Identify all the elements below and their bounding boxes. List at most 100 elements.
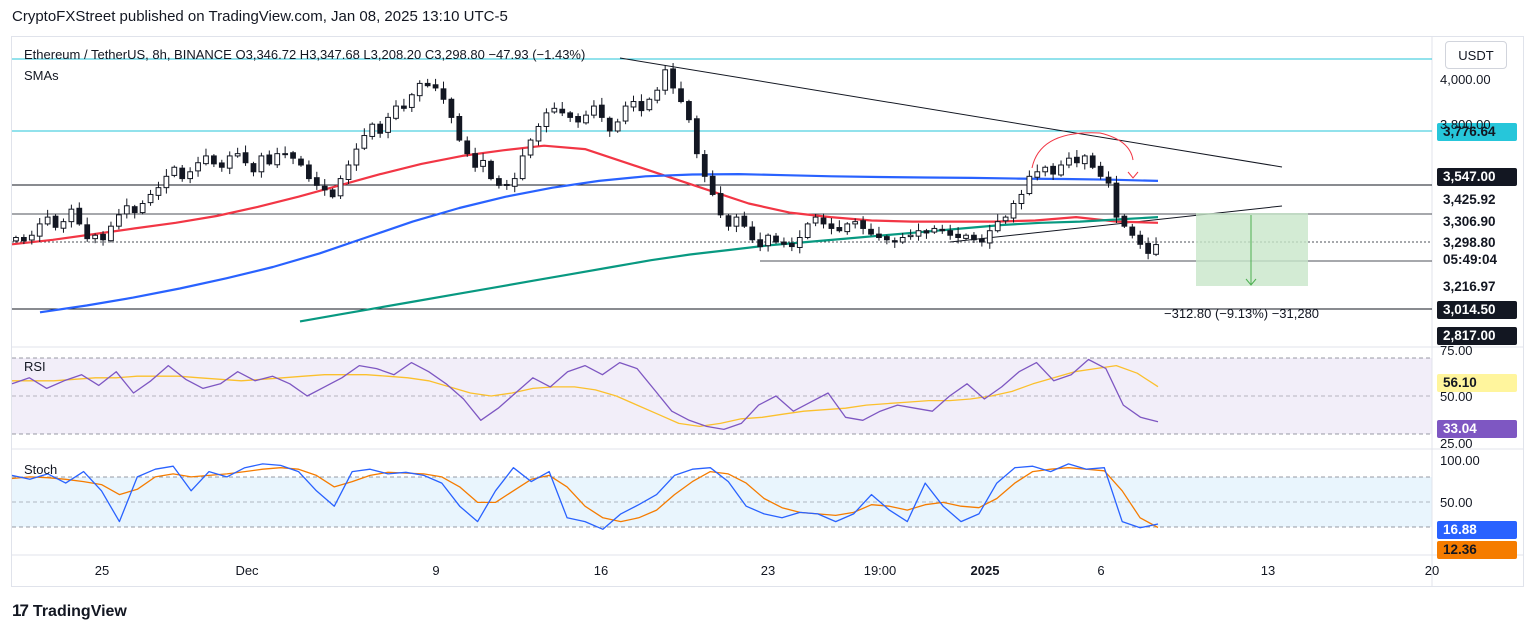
- candle: [155, 187, 162, 196]
- time-tick-label: 9: [432, 563, 440, 578]
- candle: [654, 89, 661, 101]
- symbol-ohlc-line: Ethereum / TetherUS, 8h, BINANCE O3,346.…: [24, 47, 585, 62]
- candle: [36, 223, 43, 237]
- candle: [306, 164, 312, 180]
- candle: [1002, 216, 1009, 222]
- trendline: [619, 57, 1283, 168]
- ohlc-values: O3,346.72 H3,347.68 L3,208.20 C3,298.80 …: [235, 47, 586, 62]
- candle: [1089, 155, 1096, 168]
- symbol-name[interactable]: Ethereum / TetherUS, 8h, BINANCE: [24, 47, 232, 62]
- candle: [131, 206, 138, 214]
- publisher-caption: CryptoFXStreet published on TradingView.…: [12, 8, 508, 25]
- candle: [971, 234, 977, 241]
- axis-tick-label: 3,800.00: [1440, 117, 1491, 132]
- candle: [1058, 164, 1064, 176]
- candle: [496, 178, 502, 186]
- candle: [337, 178, 344, 197]
- candle: [575, 115, 581, 123]
- price-label: 33.04: [1437, 420, 1517, 438]
- sma-indicator-label[interactable]: SMAs: [24, 68, 59, 83]
- candle: [211, 155, 217, 165]
- candle: [353, 148, 360, 166]
- time-tick-label: Dec: [235, 563, 259, 578]
- candle: [472, 153, 479, 168]
- candle: [583, 114, 589, 124]
- candle: [757, 239, 764, 248]
- candle: [361, 135, 368, 149]
- candle: [1066, 157, 1072, 166]
- stoch-k-line: [11, 463, 1159, 530]
- candle: [179, 167, 186, 180]
- candle: [147, 193, 154, 204]
- highlight-curve: [1031, 132, 1134, 169]
- candle: [1105, 176, 1112, 184]
- candle: [329, 189, 336, 198]
- candle: [1129, 226, 1136, 236]
- candle: [883, 236, 890, 241]
- candle: [1010, 203, 1017, 219]
- candle: [290, 152, 296, 159]
- candle: [1121, 215, 1128, 227]
- candle: [424, 82, 431, 87]
- candle: [630, 101, 637, 108]
- candle: [678, 88, 684, 103]
- candle: [709, 175, 716, 195]
- axis-tick-label: 100.00: [1440, 453, 1480, 468]
- candle: [860, 220, 866, 229]
- tradingview-logo[interactable]: 17 TradingView: [12, 601, 127, 621]
- candle: [313, 177, 320, 186]
- currency-button[interactable]: USDT: [1445, 41, 1507, 69]
- candle: [1113, 182, 1120, 218]
- candle: [1042, 166, 1049, 173]
- projection-arrow: [1245, 278, 1257, 286]
- candle: [749, 226, 756, 241]
- candle: [432, 84, 439, 89]
- candle: [28, 234, 35, 241]
- candle: [116, 214, 122, 227]
- candle: [298, 158, 304, 166]
- candle: [13, 237, 19, 242]
- candle: [1050, 165, 1056, 175]
- candle: [693, 118, 700, 155]
- candle: [622, 105, 629, 122]
- candle: [804, 223, 811, 239]
- candle: [955, 233, 961, 239]
- price-label: 3,216.97: [1437, 278, 1517, 296]
- candle: [899, 237, 906, 243]
- candle: [844, 223, 851, 233]
- candle: [218, 162, 225, 168]
- rsi-indicator-label[interactable]: RSI: [24, 359, 46, 374]
- candle: [1137, 234, 1144, 245]
- candle: [258, 155, 265, 173]
- price-label: 56.10: [1437, 374, 1517, 392]
- candle: [92, 234, 99, 240]
- candle: [68, 208, 75, 223]
- candle: [978, 238, 985, 243]
- candle: [543, 112, 550, 127]
- candle: [480, 159, 486, 167]
- candle: [733, 216, 740, 227]
- price-label: 3,547.00: [1437, 168, 1517, 186]
- time-tick-label: 20: [1424, 563, 1440, 578]
- candle: [606, 117, 613, 132]
- candle: [440, 88, 447, 100]
- candle: [1018, 193, 1025, 205]
- price-label: 2,817.00: [1437, 327, 1517, 345]
- candle: [836, 227, 843, 232]
- time-tick-label: 16: [593, 563, 609, 578]
- brand-name: TradingView: [32, 603, 127, 620]
- time-tick-label: 23: [760, 563, 776, 578]
- candle: [686, 101, 692, 121]
- candle: [234, 153, 241, 157]
- tradingview-logo-icon: 17: [12, 601, 29, 620]
- price-label: 16.88: [1437, 521, 1517, 539]
- candle: [765, 234, 771, 247]
- price-label: 3,776.64: [1437, 123, 1517, 141]
- stoch-indicator-label[interactable]: Stoch: [24, 462, 58, 477]
- candle: [1034, 171, 1041, 178]
- candle: [614, 121, 621, 132]
- candle: [401, 105, 407, 109]
- candle: [1073, 156, 1080, 164]
- candle: [931, 227, 938, 233]
